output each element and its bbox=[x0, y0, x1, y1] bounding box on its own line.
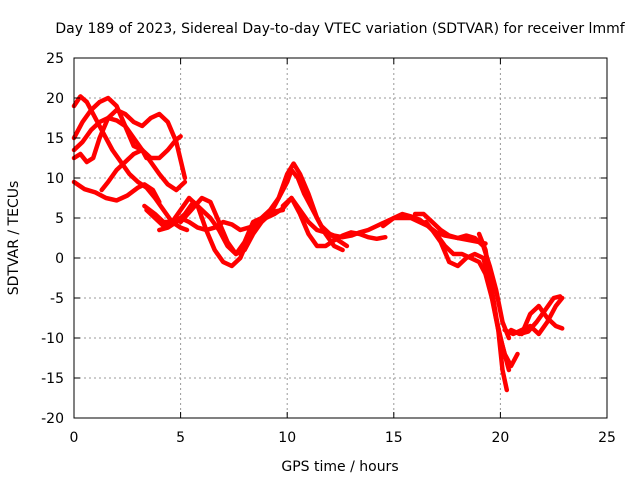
series-line-arc-4 bbox=[71, 95, 183, 161]
x-tick-label: 15 bbox=[385, 430, 403, 446]
series-line-arc-2 bbox=[71, 107, 188, 181]
x-tick-label: 10 bbox=[278, 430, 296, 446]
y-tick-label: -20 bbox=[41, 411, 64, 427]
series-layer bbox=[71, 94, 565, 393]
plot-frame bbox=[73, 57, 608, 419]
y-tick-label: 5 bbox=[55, 211, 64, 227]
x-tick-label: 25 bbox=[598, 430, 616, 446]
series-line-arc-6 bbox=[99, 147, 149, 193]
y-tick-label: -10 bbox=[41, 331, 64, 347]
y-tick-label: 20 bbox=[46, 91, 64, 107]
chart-title: Day 189 of 2023, Sidereal Day-to-day VTE… bbox=[55, 21, 625, 37]
series-line-arc-9 bbox=[178, 161, 345, 257]
series-line-arc-5 bbox=[71, 115, 188, 193]
series-line-arc-11 bbox=[280, 195, 388, 249]
y-tick-label: 10 bbox=[46, 171, 64, 187]
series-line-arc-3 bbox=[71, 179, 162, 205]
y-axis-label: SDTVAR / TECUs bbox=[6, 181, 22, 296]
x-tick-label: 0 bbox=[70, 430, 79, 446]
series-line-arc-1 bbox=[71, 94, 190, 233]
series-line-arc-15 bbox=[476, 231, 510, 393]
y-tick-label: 25 bbox=[46, 51, 64, 67]
y-tick-label: -15 bbox=[41, 371, 64, 387]
x-tick-label: 20 bbox=[491, 430, 509, 446]
y-tick-label: 15 bbox=[46, 131, 64, 147]
y-tick-label: -5 bbox=[50, 291, 64, 307]
series-line-arc-10 bbox=[144, 195, 286, 269]
series-line-arc-13 bbox=[412, 211, 512, 341]
grid-lines bbox=[74, 58, 607, 418]
x-tick-label: 5 bbox=[176, 430, 185, 446]
y-tick-label: 0 bbox=[55, 251, 64, 267]
axis-ticks: 0 5 10 15 20 25 -20 -15 -10 -5 0 5 10 15 20 25 bbox=[41, 51, 616, 446]
series-line-arc-18 bbox=[519, 303, 565, 337]
x-axis-label: GPS time / hours bbox=[281, 459, 398, 475]
